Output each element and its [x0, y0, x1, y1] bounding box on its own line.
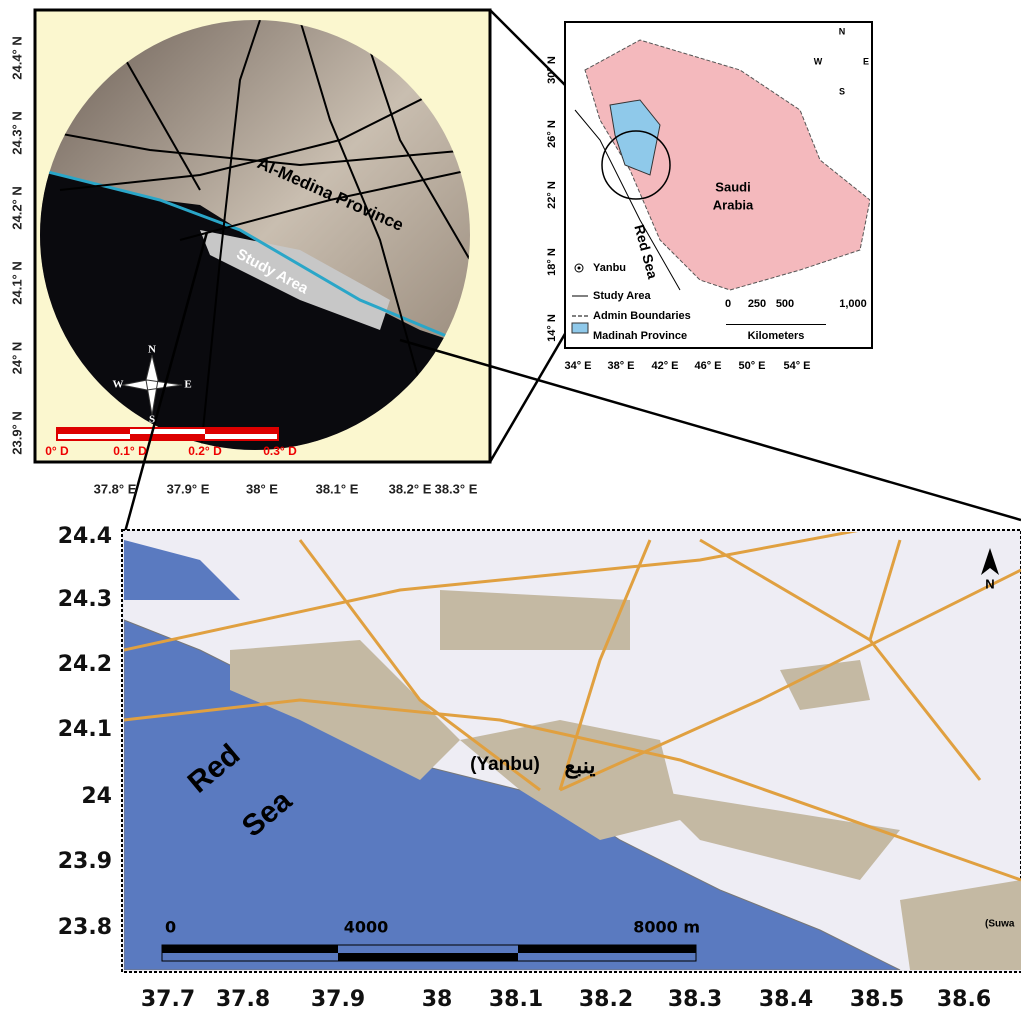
y-tick-label: 24.4 [58, 524, 112, 549]
compass-label: E [863, 56, 869, 66]
x-tick-label: 37.9° E [167, 481, 210, 496]
compass-label: N [839, 26, 846, 36]
y-tick-label: 23.9° N [9, 411, 24, 455]
x-tick-label: 38.4 [759, 987, 813, 1012]
compass-label: N [148, 344, 156, 356]
x-tick-label: 38.6 [937, 987, 991, 1012]
x-tick-label: 38° E [607, 360, 634, 372]
y-tick-label: 24° N [9, 342, 24, 375]
city-label-arabic: ينبع [564, 753, 595, 779]
scale-label: 0° D [45, 444, 69, 458]
y-tick-label: 24.3° N [9, 111, 24, 155]
x-tick-label: 42° E [651, 360, 678, 372]
y-tick-label: 24.3 [58, 587, 112, 612]
city-label: (Yanbu) [470, 754, 540, 775]
y-tick-label: 24.2° N [9, 186, 24, 230]
scale-label: 0.2° D [188, 444, 222, 458]
y-tick-label: 24 [81, 784, 112, 809]
x-tick-label: 46° E [694, 360, 721, 372]
scale-unit: Kilometers [748, 330, 805, 342]
x-tick-label: 34° E [564, 360, 591, 372]
x-tick-label: 38.2 [579, 987, 633, 1012]
x-tick-label: 50° E [738, 360, 765, 372]
x-tick-label: 38.3 [668, 987, 722, 1012]
town-label: (Suwa [985, 919, 1015, 930]
y-tick-label: 24.1° N [9, 261, 24, 305]
y-tick-label: 18° N [546, 248, 558, 276]
x-tick-label: 38.3° E [435, 481, 478, 496]
y-tick-label: 26° N [546, 120, 558, 148]
x-tick-label: 37.8 [216, 987, 270, 1012]
x-tick-label: 38.1° E [316, 481, 359, 496]
scale-label: 4000 [344, 918, 389, 937]
scale-label: 0.1° D [113, 444, 147, 458]
compass-label: S [839, 86, 845, 96]
scale-label: 1,000 [839, 298, 867, 310]
x-tick-label: 38° E [246, 481, 278, 496]
scale-label: 8000 m [633, 918, 700, 937]
north-label: N [985, 576, 994, 591]
scale-label: 500 [776, 298, 794, 310]
compass-label: E [184, 379, 191, 391]
country-label: Arabia [713, 197, 754, 212]
y-tick-label: 22° N [546, 181, 558, 209]
compass-label: W [113, 379, 124, 391]
legend-label: Madinah Province [593, 330, 687, 342]
x-tick-label: 37.8° E [94, 481, 137, 496]
figure: 24.4° N 24.3° N 24.2° N 24.1° N 24° N 23.9° N… [0, 0, 1021, 1030]
x-tick-label: 38.1 [489, 987, 543, 1012]
x-tick-label: 37.7 [141, 987, 195, 1012]
compass-label: W [814, 56, 823, 66]
y-tick-label: 30° N [546, 56, 558, 84]
y-tick-label: 24.1 [58, 717, 112, 742]
y-tick-label: 14° N [546, 314, 558, 342]
scale-label: 250 [748, 298, 766, 310]
y-tick-label: 24.4° N [9, 36, 24, 80]
scale-label: 0.3° D [263, 444, 297, 458]
compass-label: S [149, 414, 155, 426]
scale-label: 0 [725, 298, 731, 310]
x-tick-label: 38.2° E [389, 481, 432, 496]
legend-label: Admin Boundaries [593, 310, 691, 322]
city-panel [122, 500, 1021, 972]
y-tick-label: 23.8 [58, 915, 112, 940]
x-tick-label: 38.5 [850, 987, 904, 1012]
x-tick-label: 54° E [783, 360, 810, 372]
x-tick-label: 38 [422, 987, 453, 1012]
x-tick-label: 37.9 [311, 987, 365, 1012]
satellite-panel [35, 10, 490, 470]
country-label: Saudi [715, 179, 750, 194]
scale-label: 0 [165, 918, 176, 937]
legend-label: Study Area [593, 290, 652, 302]
y-tick-label: 23.9 [58, 849, 112, 874]
y-tick-label: 24.2 [58, 652, 112, 677]
legend-label: Yanbu [593, 262, 626, 274]
